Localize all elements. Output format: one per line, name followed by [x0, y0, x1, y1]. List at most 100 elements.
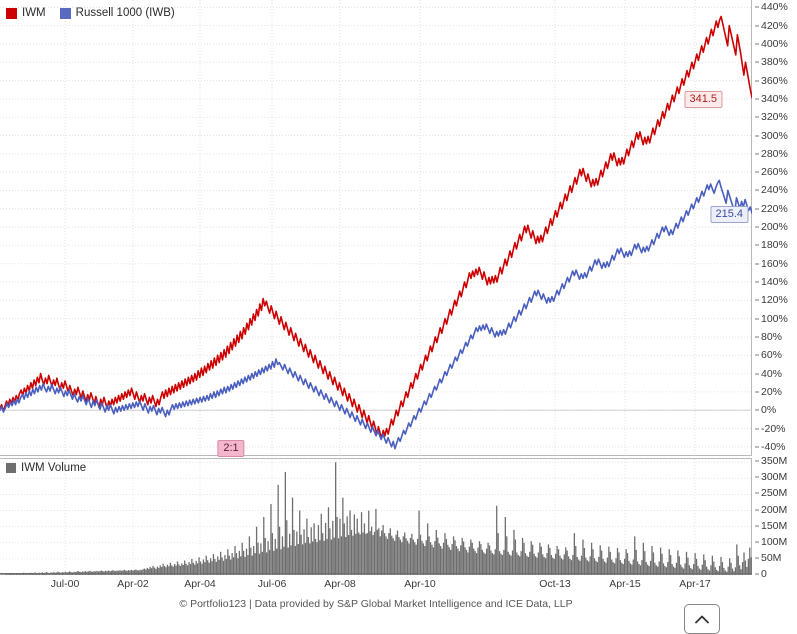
x-axis: Jul-00 Apr-02 Apr-04 Jul-06 Apr-08 Apr-10 Oct-…: [0, 578, 752, 594]
y-tick-mark: [755, 336, 759, 338]
price-y-axis: 440% 420% 400% 380% 360% 340% 320% 300% 280% 260%…: [755, 0, 797, 456]
y-tick-label: 300%: [761, 129, 788, 142]
legend-label-iwb: Russell 1000 (IWB): [75, 7, 175, 19]
y-tick-mark: [755, 509, 759, 511]
y-tick-label: 80%: [761, 330, 783, 343]
y-tick-mark: [755, 80, 759, 82]
x-tick-label: Apr-02: [117, 578, 149, 590]
y-tick-label: 60%: [761, 349, 783, 362]
y-tick-label: -20%: [761, 422, 786, 435]
y-tick-mark: [755, 116, 759, 118]
y-tick-mark: [755, 61, 759, 63]
y-tick-label: 440%: [761, 1, 788, 14]
iwb-value-text: 215.4: [715, 207, 743, 220]
y-tick-label: 250M: [761, 487, 788, 500]
square-swatch-icon: [59, 7, 71, 19]
y-tick-mark: [755, 428, 759, 430]
y-tick-label: -40%: [761, 440, 786, 453]
y-tick-label: 20%: [761, 385, 783, 398]
y-tick-label: 360%: [761, 74, 788, 87]
y-tick-label: 160%: [761, 257, 788, 270]
y-tick-label: 300M: [761, 471, 788, 484]
y-tick-mark: [755, 6, 759, 8]
y-tick-mark: [755, 153, 759, 155]
y-tick-label: 0%: [761, 404, 777, 417]
y-tick-label: 0: [761, 568, 767, 580]
y-tick-label: 200%: [761, 221, 788, 234]
y-tick-mark: [755, 573, 759, 575]
volume-legend-label: IWM Volume: [21, 462, 87, 474]
y-tick-mark: [755, 43, 759, 45]
x-tick-label: Apr-17: [679, 578, 711, 590]
y-tick-label: 200M: [761, 503, 788, 516]
y-tick-label: 420%: [761, 19, 788, 32]
y-tick-label: 120%: [761, 294, 788, 307]
volume-bars-svg: [0, 459, 752, 575]
y-tick-mark: [755, 98, 759, 100]
y-tick-label: 220%: [761, 202, 788, 215]
y-tick-mark: [755, 135, 759, 137]
y-tick-mark: [755, 391, 759, 393]
y-tick-label: 150M: [761, 519, 788, 532]
x-tick-label: Apr-04: [184, 578, 216, 590]
y-tick-label: 380%: [761, 56, 788, 69]
y-tick-label: 320%: [761, 111, 788, 124]
legend-item-iwb[interactable]: Russell 1000 (IWB): [59, 7, 175, 19]
y-tick-mark: [755, 244, 759, 246]
square-swatch-icon: [6, 7, 17, 19]
x-tick-label: Jul-00: [50, 578, 80, 590]
y-tick-label: 350M: [761, 455, 788, 468]
legend-item-iwm[interactable]: IWM: [6, 7, 46, 19]
x-tick-label: Apr-08: [324, 578, 356, 590]
y-tick-mark: [755, 409, 759, 411]
scroll-to-top-button[interactable]: [684, 604, 720, 634]
y-tick-mark: [755, 525, 759, 527]
y-tick-label: 400%: [761, 37, 788, 50]
y-tick-label: 100M: [761, 535, 788, 548]
iwb-value-flag: 215.4: [710, 205, 748, 223]
volume-y-axis: 0 50M 100M 150M 200M 250M 300M 350M: [755, 455, 797, 579]
x-tick-label: Apr-15: [609, 578, 641, 590]
y-tick-mark: [755, 446, 759, 448]
y-tick-mark: [755, 541, 759, 543]
x-tick-label: Oct-13: [539, 578, 571, 590]
y-tick-mark: [755, 226, 759, 228]
y-tick-mark: [755, 25, 759, 27]
y-tick-mark: [755, 318, 759, 320]
volume-chart-legend: IWM Volume: [6, 462, 86, 474]
y-tick-mark: [755, 492, 759, 494]
x-tick-label: Jul-06: [257, 578, 287, 590]
y-tick-mark: [755, 189, 759, 191]
y-tick-mark: [755, 281, 759, 283]
iwm-value-text: 341.5: [689, 92, 717, 105]
y-tick-label: 100%: [761, 312, 788, 325]
y-tick-label: 40%: [761, 367, 783, 380]
y-tick-label: 260%: [761, 166, 788, 179]
y-tick-mark: [755, 208, 759, 210]
y-tick-label: 140%: [761, 276, 788, 289]
y-tick-label: 280%: [761, 147, 788, 160]
y-tick-label: 180%: [761, 239, 788, 252]
split-marker-badge[interactable]: 2:1: [217, 440, 245, 457]
y-tick-label: 340%: [761, 92, 788, 105]
price-chart-legend: IWM Russell 1000 (IWB): [6, 4, 175, 22]
y-tick-mark: [755, 171, 759, 173]
y-tick-mark: [755, 299, 759, 301]
chevron-up-icon: [695, 615, 709, 623]
price-plot-area[interactable]: [0, 0, 752, 456]
y-tick-label: 50M: [761, 551, 782, 564]
y-tick-mark: [755, 263, 759, 265]
price-series-svg: [0, 0, 752, 456]
footer-credit: © Portfolio123 | Data provided by S&P Gl…: [179, 598, 573, 610]
split-ratio-text: 2:1: [223, 442, 239, 454]
y-tick-mark: [755, 476, 759, 478]
y-tick-mark: [755, 460, 759, 462]
square-swatch-icon: [6, 463, 16, 473]
y-tick-mark: [755, 354, 759, 356]
y-tick-label: 240%: [761, 184, 788, 197]
volume-plot-area[interactable]: [0, 458, 752, 575]
y-tick-mark: [755, 557, 759, 559]
x-tick-label: Apr-10: [404, 578, 436, 590]
legend-label-iwm: IWM: [22, 7, 46, 19]
